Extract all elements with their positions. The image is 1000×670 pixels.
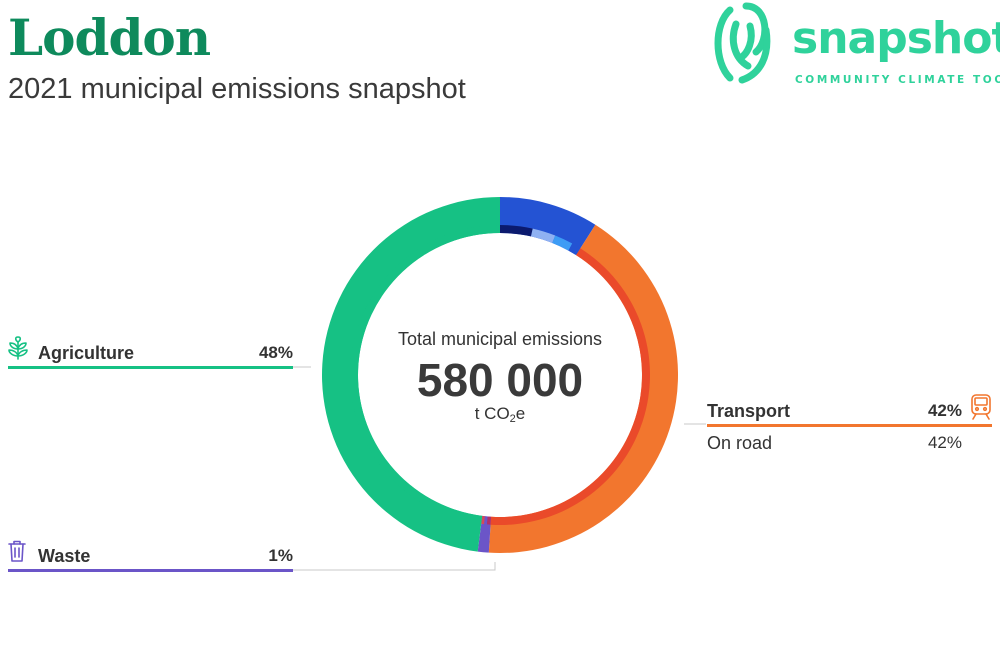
transport-label: Transport — [707, 401, 791, 421]
subsector-ring — [349, 225, 650, 525]
total-emissions-value: 580 000 — [416, 354, 584, 406]
donut-slice-stationary-energy[interactable] — [500, 197, 596, 256]
total-emissions-unit: t CO2e — [474, 404, 526, 425]
donut-slice-waste[interactable] — [477, 515, 492, 553]
logo-tagline: COMMUNITY CLIMATE TOOL — [795, 74, 1000, 86]
on-road-percent: 42% — [927, 433, 962, 452]
fingerprint-logo-icon — [714, 2, 771, 84]
waste-label: Waste — [38, 546, 91, 566]
plant-icon — [8, 336, 28, 360]
donut-slice-agriculture[interactable] — [321, 197, 500, 552]
page-title: Loddon — [8, 8, 211, 67]
transport-underline — [707, 424, 992, 427]
agriculture-percent: 48% — [258, 343, 293, 362]
agriculture-label: Agriculture — [38, 343, 135, 363]
donut-subslice-waste-2[interactable] — [484, 516, 488, 525]
donut-subslice-stationary-energy-3[interactable] — [552, 235, 573, 251]
page-subtitle: 2021 municipal emissions snapshot — [8, 73, 466, 105]
donut-subslice-waste-1[interactable] — [486, 516, 492, 525]
waste-percent: 1% — [268, 546, 293, 565]
waste-underline — [8, 569, 293, 572]
donut-subslice-stationary-energy-1[interactable] — [500, 225, 533, 237]
bin-icon — [8, 540, 26, 562]
total-emissions-label: Total municipal emissions — [397, 329, 603, 349]
donut-subslice-stationary-energy-4[interactable] — [568, 243, 581, 256]
agriculture-underline — [8, 366, 293, 369]
donut-subslice-stationary-energy-2[interactable] — [530, 228, 556, 243]
logo-wordmark: snapshot — [792, 13, 1000, 64]
waste-leader-line — [293, 562, 496, 571]
train-icon — [971, 394, 991, 420]
on-road-label: On road — [707, 433, 773, 453]
snapshot-logo[interactable]: snapshot COMMUNITY CLIMATE TOOL — [712, 0, 1000, 92]
donut-subslice-waste-3[interactable] — [481, 515, 485, 525]
transport-percent: 42% — [927, 401, 962, 420]
